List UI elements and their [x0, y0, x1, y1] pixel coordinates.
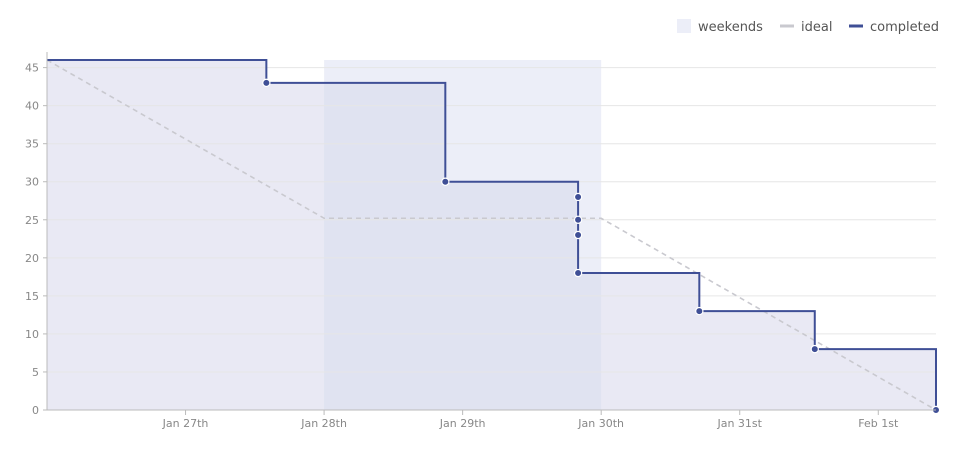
weekends-swatch-icon	[677, 19, 691, 33]
y-tick-label: 30	[25, 176, 39, 189]
completed-point[interactable]	[262, 78, 271, 88]
legend-item-weekends[interactable]: weekends	[677, 19, 763, 35]
y-tick-label: 45	[25, 62, 39, 75]
completed-point[interactable]	[810, 344, 819, 354]
legend-label: weekends	[698, 20, 763, 35]
completed-line	[47, 59, 937, 410]
x-tick-label: Jan 29th	[439, 417, 486, 430]
y-tick-label: 5	[32, 366, 39, 379]
y-tick-label: 40	[25, 100, 39, 113]
legend-item-completed[interactable]: completed	[849, 20, 939, 35]
completed-series	[47, 59, 941, 415]
completed-point[interactable]	[573, 230, 583, 240]
x-tick-label: Jan 27th	[162, 417, 209, 430]
completed-point[interactable]	[441, 177, 450, 186]
x-tick-label: Feb 1st	[858, 417, 899, 430]
legend[interactable]: weekends ideal completed	[677, 19, 939, 35]
y-tick-label: 15	[25, 290, 39, 303]
weekend-area-overlap-fill	[324, 82, 602, 410]
y-tick-label: 0	[32, 404, 39, 417]
axes: 0 5 10 15 20 25 30 35 40 45 Jan 27th Jan 28th Jan 29…	[25, 52, 936, 430]
completed-point[interactable]	[573, 215, 583, 224]
weekend-area-overlap	[324, 82, 602, 410]
completed-point[interactable]	[573, 192, 583, 202]
completed-point[interactable]	[695, 306, 704, 316]
x-tick-label: Jan 28th	[300, 417, 347, 430]
y-tick-label: 10	[25, 328, 39, 341]
legend-label: ideal	[801, 20, 832, 35]
legend-item-ideal[interactable]: ideal	[780, 20, 832, 35]
y-tick-label: 35	[25, 138, 39, 151]
y-tick-label: 25	[25, 214, 39, 227]
x-tick-label: Jan 31st	[716, 417, 762, 430]
legend-label: completed	[870, 20, 939, 35]
y-tick-label: 20	[25, 252, 39, 265]
completed-point[interactable]	[573, 268, 583, 278]
x-tick-label: Jan 30th	[577, 417, 624, 430]
